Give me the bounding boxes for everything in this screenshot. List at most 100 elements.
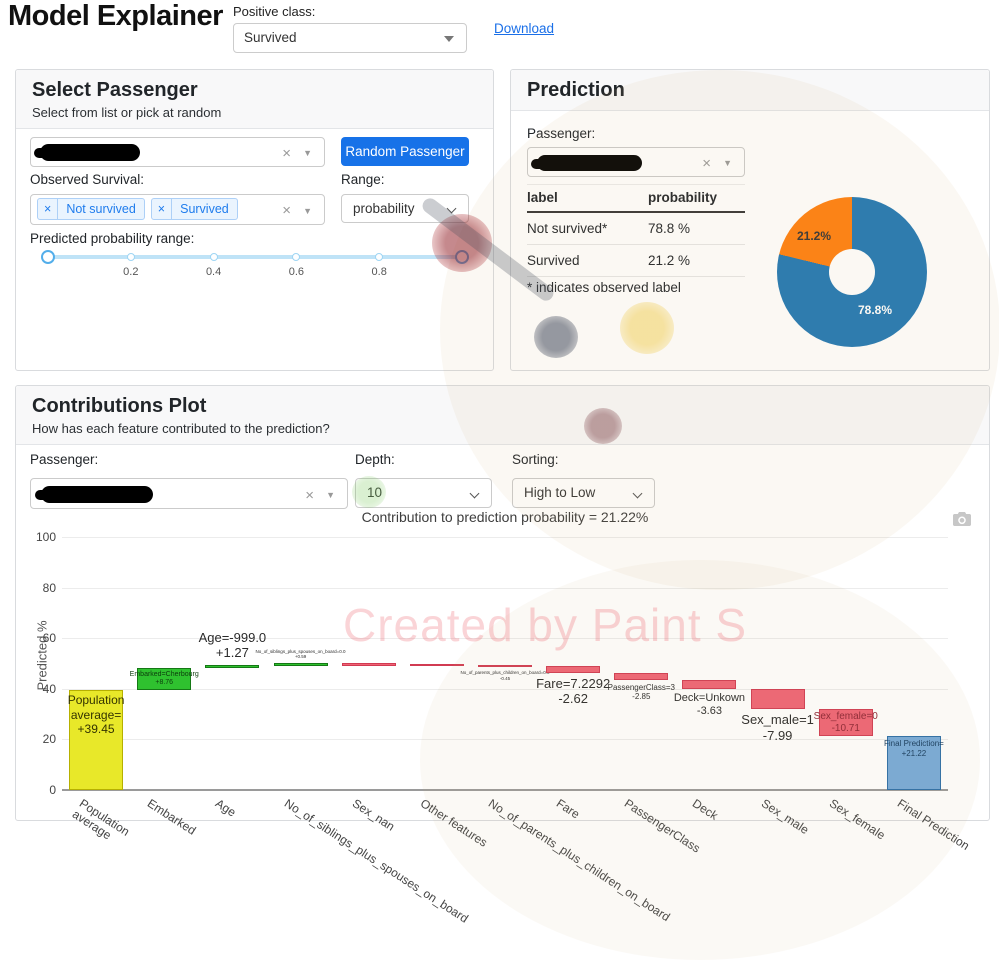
contribution-bar[interactable] [682,679,737,689]
survival-tag[interactable]: × Survived [150,198,238,220]
bar-value-label: Population average= +39.45 [67,693,125,736]
contribution-bar[interactable] [341,663,396,666]
contributions-header: Contributions Plot How has each feature … [16,386,989,445]
y-tick-label: 20 [42,732,56,747]
remove-tag-icon[interactable]: × [152,199,173,219]
bar-value-label: Final Prediction= +21.22 [884,739,944,758]
slider-tick-label: 0.6 [288,266,305,278]
select-passenger-subtitle: Select from list or pick at random [32,105,222,120]
contribution-bar[interactable] [818,709,873,737]
sorting-label: Sorting: [512,452,559,467]
range-label: Range: [341,172,385,187]
prediction-passenger-label: Passenger: [527,126,596,141]
slider-tick-dot [126,253,135,261]
contributions-chart-title: Contribution to prediction probability =… [361,509,649,525]
chevron-down-icon [444,36,454,42]
slider-tick-label: 0.2 [123,266,139,278]
depth-label: Depth: [355,452,395,467]
slider-tick-dot [375,253,384,261]
contribution-bar[interactable] [478,664,532,668]
download-link[interactable]: Download [494,21,555,36]
contribution-bar[interactable] [205,664,260,669]
x-axis-line [62,789,948,791]
cell-label: Survived [527,253,580,268]
contrib-passenger-label: Passenger: [30,452,99,467]
observed-label-footnote: * indicates observed label [527,280,681,295]
table-row: Not survived* 78.8 % [527,213,745,245]
select-passenger-header: Select Passenger Select from list or pic… [16,70,493,129]
bar-value-label: Sex_female=0 -10.71 [813,710,878,734]
range-select[interactable]: probability [341,194,469,223]
clear-icon[interactable]: × [702,155,711,172]
probability-range-slider[interactable] [48,255,462,259]
positive-class-value: Survived [244,30,297,45]
contributions-title: Contributions Plot [32,395,207,417]
chevron-down-icon [469,488,480,499]
cell-label: Not survived* [527,221,608,236]
y-tick-label: 80 [42,580,56,595]
tag-label: Survived [180,202,229,216]
redacted-passenger-value [34,144,140,161]
gridline [62,739,948,741]
probability-range-label: Predicted probability range: [30,231,195,246]
bar-value-label: No_of_siblings_plus_spouses_on_board=0.0… [255,648,346,659]
gridline [62,638,948,640]
contribution-bar[interactable] [614,672,669,680]
positive-class-label: Positive class: [233,4,316,19]
slider-tick-label: 0.8 [371,266,387,278]
observed-survival-label: Observed Survival: [30,172,145,187]
range-value: probability [353,201,415,216]
survival-tag[interactable]: × Not survived [37,198,145,220]
depth-select[interactable]: 10 [355,478,492,508]
sorting-value: High to Low [524,485,596,500]
sorting-select[interactable]: High to Low [512,478,655,508]
bar-value-label: No_of_parents_plus_children_on_board=0.0… [460,670,550,681]
chevron-down-icon[interactable]: ▼ [326,490,335,500]
slider-handle-max[interactable] [455,250,469,264]
y-tick-label: 100 [35,530,56,544]
chevron-down-icon[interactable]: ▼ [303,206,312,216]
contribution-bar[interactable] [273,663,328,666]
depth-value: 10 [367,485,383,500]
slider-tick-dot [209,253,218,261]
model-explainer-page: { "icons": { "clear": "×", "caret": "▼" … [8,0,999,960]
prediction-table: label probability Not survived* 78.8 % Sur… [527,184,745,277]
redacted-passenger-value [531,155,642,171]
table-row: Survived 21.2 % [527,245,745,277]
y-tick-label: 0 [49,783,56,797]
bar-value-label: Sex_male=1 -7.99 [741,712,814,743]
clear-icon[interactable]: × [282,145,291,162]
passenger-select-dropdown[interactable]: × ▼ [30,137,325,167]
redacted-passenger-value [35,486,153,503]
contributions-subtitle: How has each feature contributed to the … [32,421,330,436]
prediction-title: Prediction [527,79,625,101]
chevron-down-icon[interactable]: ▼ [303,148,312,158]
donut-hole [829,249,875,295]
contrib-passenger-dropdown[interactable]: × ▼ [30,478,348,509]
contribution-bar[interactable] [750,689,805,710]
gridline [62,587,948,589]
observed-survival-multiselect[interactable]: × Not survived × Survived × ▼ [30,194,325,225]
cell-probability: 78.8 % [648,221,691,236]
contribution-bar[interactable] [409,663,464,667]
y-tick-label: 40 [42,681,56,696]
chevron-down-icon[interactable]: ▼ [723,158,732,168]
remove-tag-icon[interactable]: × [38,199,59,219]
bar-value-label: Embarked=Cherbourg +8.76 [129,670,199,687]
slider-handle-min[interactable] [41,250,55,264]
contribution-bar[interactable] [69,690,124,790]
random-passenger-button[interactable]: Random Passenger [341,137,469,166]
clear-icon[interactable]: × [305,487,314,504]
bar-value-label: Deck=Unkown -3.63 [673,692,746,718]
bar-value-label: Fare=7.2292 -2.62 [536,675,611,707]
gridline [62,537,948,538]
camera-icon[interactable] [953,512,971,531]
clear-icon[interactable]: × [282,202,291,219]
contribution-bar[interactable] [886,736,941,790]
prediction-passenger-dropdown[interactable]: × ▼ [527,147,745,177]
contribution-bar[interactable] [546,665,601,673]
positive-class-select[interactable]: Survived [233,23,467,53]
selected-tags: × Not survived × Survived [37,198,244,220]
prediction-header: Prediction [511,70,989,111]
contribution-bar[interactable] [137,668,192,691]
